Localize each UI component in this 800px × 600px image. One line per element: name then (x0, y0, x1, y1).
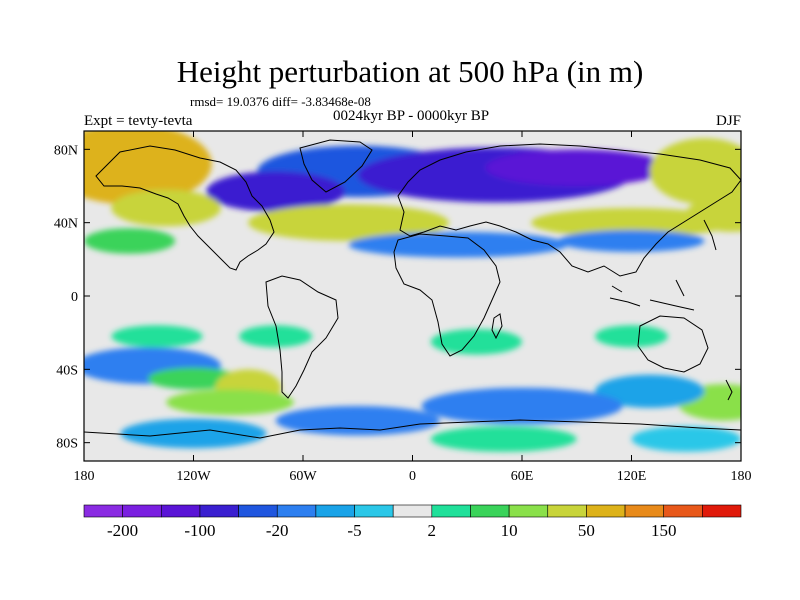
colorbar-box (663, 504, 703, 518)
field-region (166, 389, 294, 416)
coastlines (84, 139, 741, 439)
y-tick-label: 80N (54, 143, 78, 158)
coast-antarctica (84, 419, 741, 439)
colorbar-label: -5 (347, 521, 361, 540)
y-tick-label: 40N (54, 217, 78, 232)
colorbar-box (83, 504, 123, 518)
x-tick-label: 180 (731, 469, 752, 484)
chart-subtitle: 0024kyr BP - 0000kyr BP (333, 108, 489, 124)
colorbar-box (199, 504, 239, 518)
coast-eurasia (397, 143, 741, 277)
field-region (120, 418, 267, 449)
height-perturbation-field (84, 131, 741, 452)
colorbar-box (122, 504, 162, 518)
field-region (248, 204, 449, 241)
x-tick-label: 60E (511, 469, 534, 484)
coast-south-america (265, 275, 339, 399)
y-tick-label: 0 (71, 290, 78, 305)
field-region (595, 325, 668, 348)
x-tick-label: 120E (617, 469, 647, 484)
colorbar-box (702, 504, 742, 518)
coast-maritime-islands (609, 279, 695, 311)
field-region (558, 230, 705, 252)
stats-text: rmsd= 19.0376 diff= -3.83468e-08 (190, 94, 371, 109)
colorbar-box (586, 504, 626, 518)
colorbar-box (392, 504, 433, 518)
coast-north-america (95, 145, 275, 271)
left-label: Expt = tevty-tevta (84, 113, 193, 129)
field-region (485, 149, 669, 186)
colorbar-box (547, 504, 587, 518)
season-label: DJF (716, 113, 741, 129)
colorbar-box (238, 504, 278, 518)
colorbar-box (160, 504, 201, 518)
colorbar-box (508, 504, 549, 518)
field-region (421, 387, 623, 425)
field-region (686, 195, 741, 232)
field-region (595, 374, 705, 408)
x-tick-label: 120W (176, 469, 211, 484)
field-region (649, 138, 741, 205)
field-region (239, 325, 313, 348)
y-tick-label: 80S (56, 437, 78, 452)
coast-australia (637, 315, 709, 373)
field-region (631, 426, 741, 452)
axes: 180 120W 60W 0 60E 120E 180 80N 40N 0 40S 80S (54, 131, 752, 484)
colorbar-box (354, 504, 394, 518)
field-region (275, 406, 440, 436)
colorbar-label: 2 (428, 521, 437, 540)
colorbar-label: -100 (184, 521, 215, 540)
field-region (84, 228, 176, 254)
coast-new-zealand (725, 379, 733, 401)
x-tick-label: 60W (289, 469, 317, 484)
colorbar: -200 -100 -20 -5 2 10 50 150 (83, 504, 742, 540)
x-tick-label: 0 (409, 469, 416, 484)
field-region (348, 231, 568, 258)
colorbar-box (431, 504, 471, 518)
colorbar-label: -20 (266, 521, 289, 540)
field-region (531, 208, 732, 238)
colorbar-label: 150 (651, 521, 677, 540)
field-region (430, 426, 577, 452)
field-region (111, 325, 203, 348)
coast-madagascar (491, 313, 503, 340)
colorbar-box (470, 504, 510, 518)
colorbar-label: -200 (107, 521, 138, 540)
colorbar-box (315, 504, 355, 518)
coast-africa (393, 233, 501, 357)
field-region (111, 189, 221, 227)
colorbar-box (276, 504, 317, 518)
colorbar-label: 10 (501, 521, 518, 540)
field-region (430, 329, 522, 355)
x-tick-label: 180 (74, 469, 95, 484)
field-region (206, 171, 345, 212)
map-plot (83, 130, 742, 462)
colorbar-label: 50 (578, 521, 595, 540)
coast-japan (703, 219, 717, 251)
coast-greenland (299, 139, 373, 193)
colorbar-box (624, 504, 665, 518)
y-tick-label: 40S (56, 363, 78, 378)
chart-title: Height perturbation at 500 hPa (in m) (177, 54, 644, 89)
